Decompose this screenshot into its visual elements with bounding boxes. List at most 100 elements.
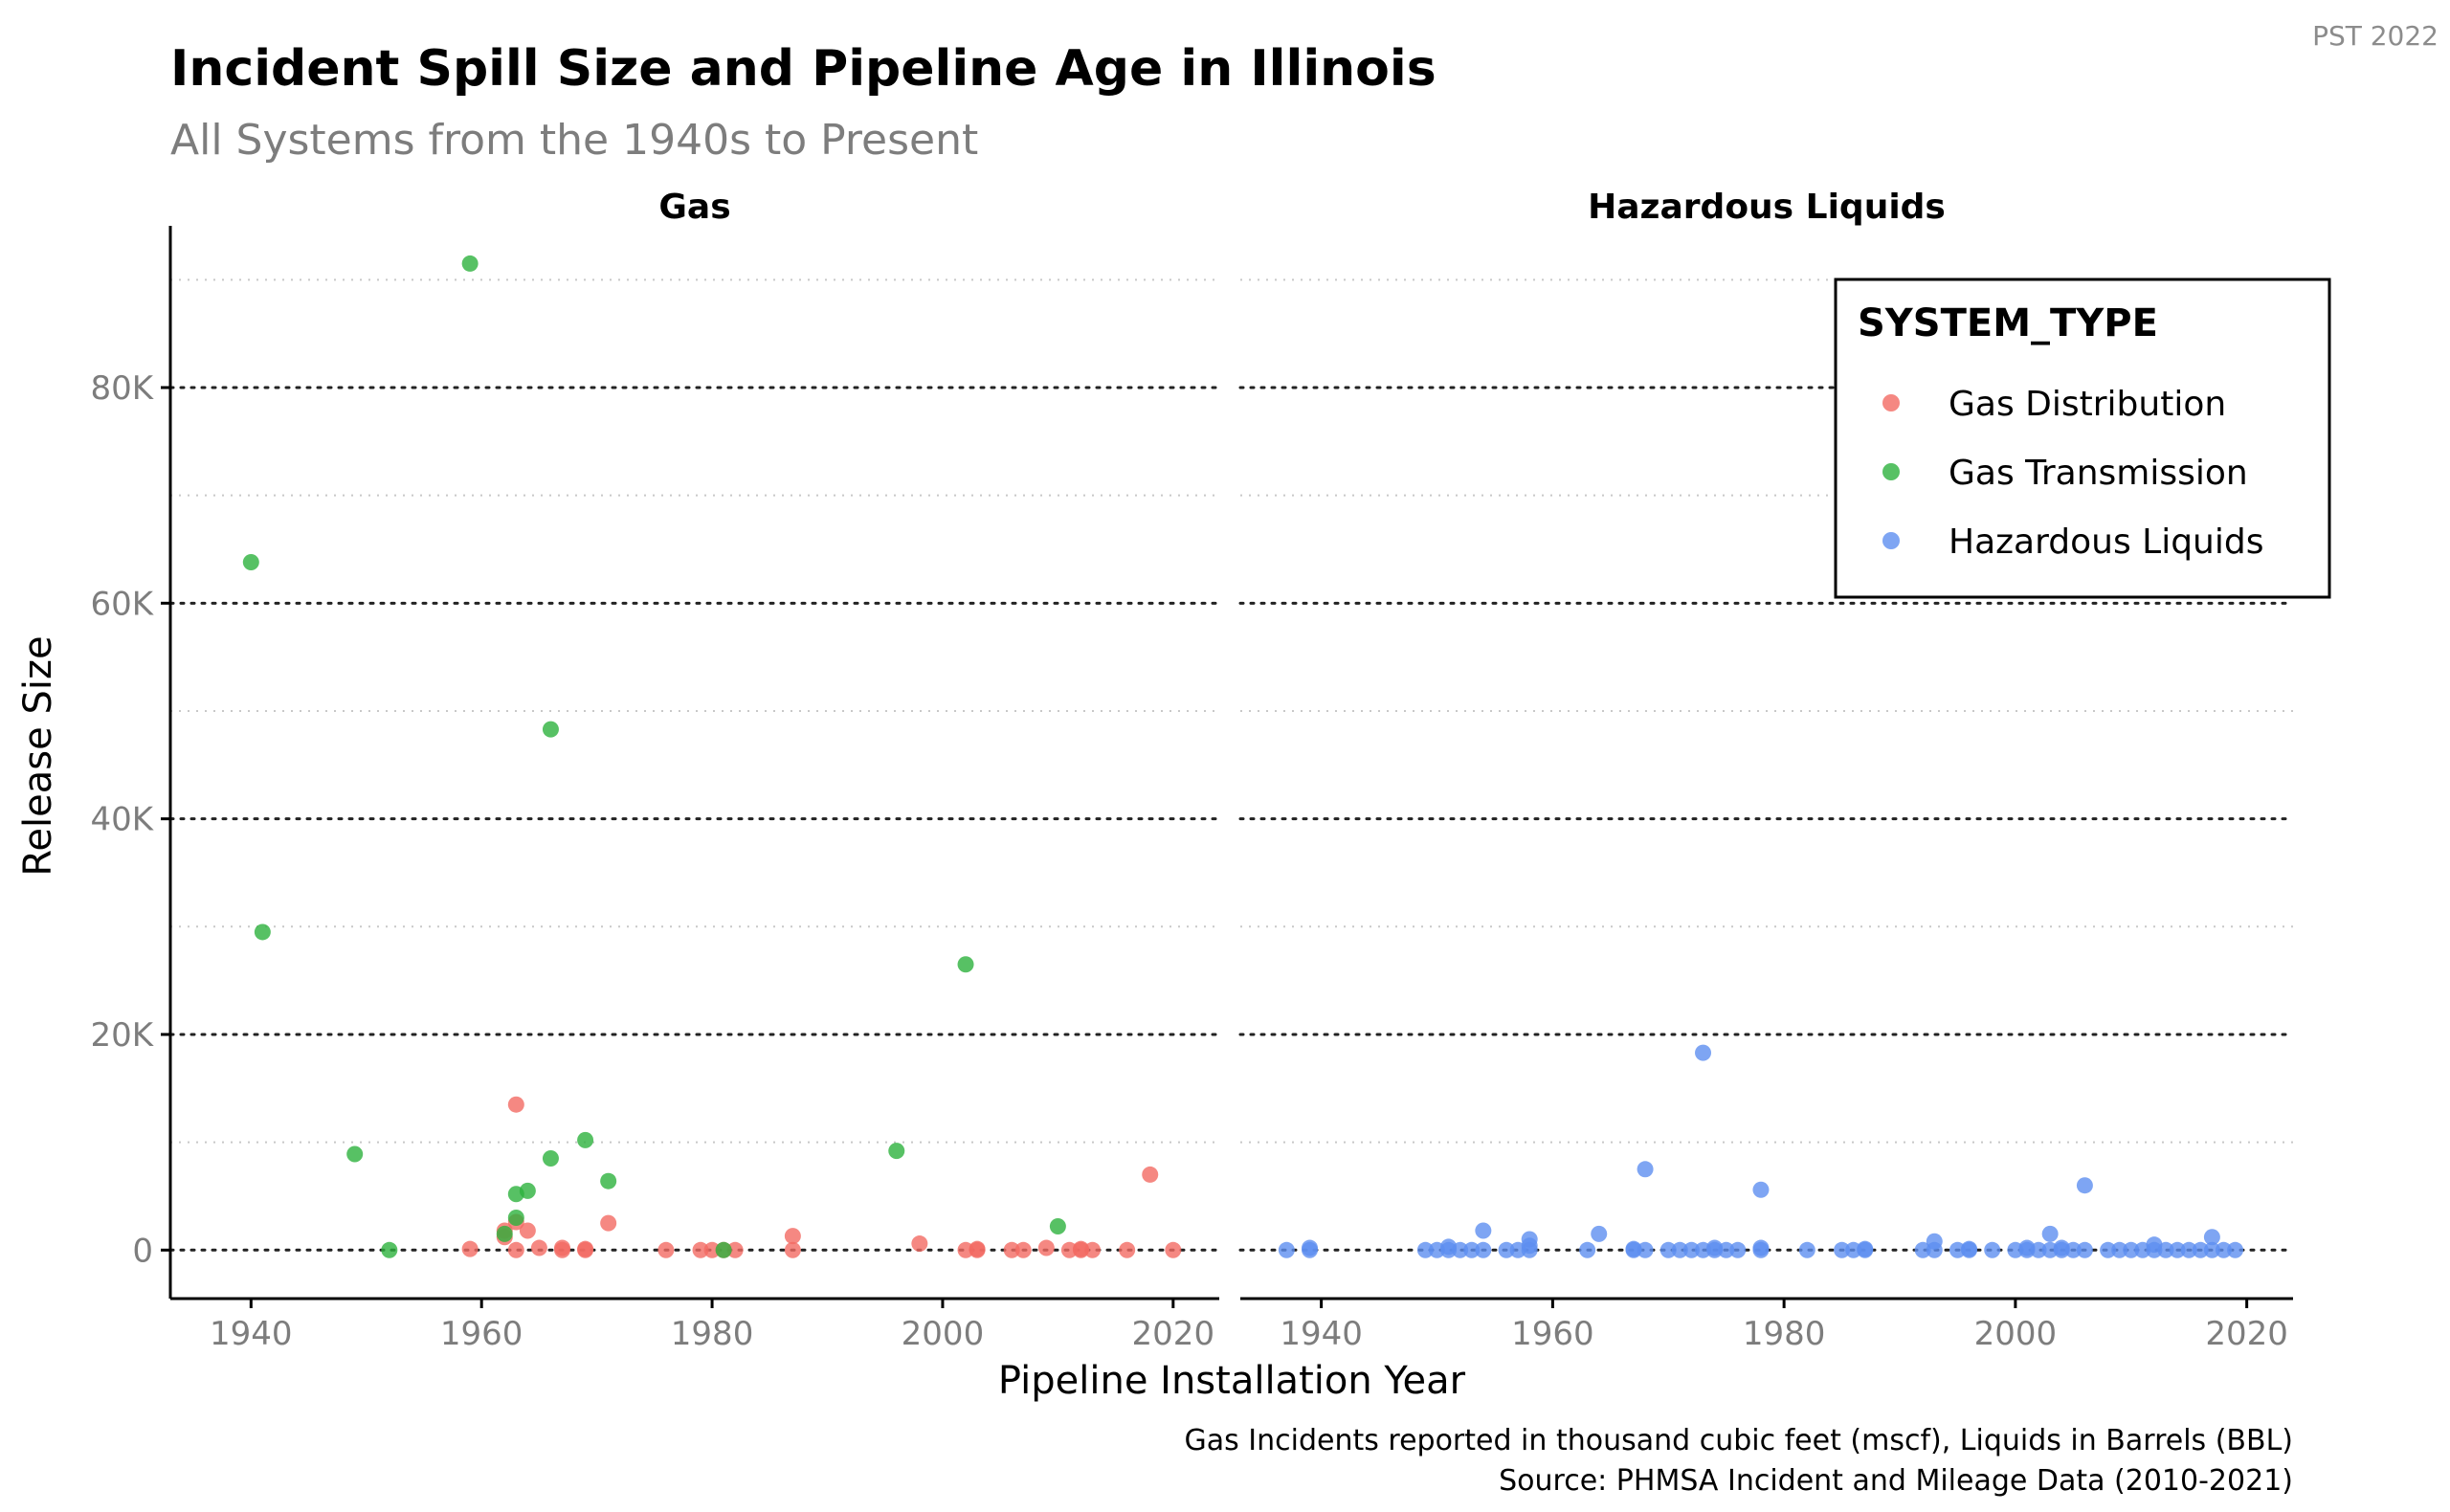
data-point bbox=[600, 1214, 617, 1232]
data-point bbox=[1119, 1241, 1136, 1258]
data-point bbox=[2076, 1177, 2093, 1194]
data-point bbox=[2180, 1241, 2197, 1258]
data-point bbox=[1416, 1241, 1434, 1258]
data-point bbox=[1914, 1241, 1931, 1258]
data-point bbox=[1142, 1166, 1159, 1183]
legend-label: Gas Transmission bbox=[1949, 454, 2248, 493]
data-point bbox=[784, 1241, 801, 1258]
x-tick-label: 1940 bbox=[210, 1315, 293, 1353]
x-tick-label: 1960 bbox=[440, 1315, 523, 1353]
facet-panel-2: Hazardous Liquids 1940 1960 1980 2000 2020 bbox=[1238, 188, 2295, 1353]
data-point bbox=[461, 255, 479, 272]
data-point bbox=[1798, 1241, 1815, 1258]
data-point bbox=[726, 1241, 744, 1258]
data-point bbox=[1463, 1241, 1481, 1258]
y-tick-label: 20K bbox=[90, 1016, 154, 1055]
x-tick-label: 2000 bbox=[902, 1315, 985, 1353]
data-point bbox=[957, 956, 974, 973]
data-point bbox=[911, 1235, 928, 1253]
data-point bbox=[519, 1222, 536, 1239]
data-point bbox=[1165, 1241, 1182, 1258]
data-point bbox=[519, 1182, 536, 1199]
x-tick-label: 2020 bbox=[1132, 1315, 1215, 1353]
data-point bbox=[507, 1210, 524, 1227]
data-point bbox=[1752, 1181, 1770, 1198]
data-point bbox=[2076, 1241, 2093, 1258]
series-gas-transmission bbox=[242, 255, 1066, 1258]
data-point bbox=[1671, 1241, 1688, 1258]
data-point bbox=[346, 1145, 364, 1163]
facet-panel-1: Gas 0 20K 40K 60K 80K 1940 1960 1980 2000 2020 bbox=[90, 188, 1221, 1353]
data-point bbox=[1591, 1225, 1608, 1242]
y-tick-label: 80K bbox=[90, 369, 154, 408]
data-point bbox=[1718, 1241, 1735, 1258]
data-point bbox=[1014, 1241, 1032, 1258]
facet-label: Gas bbox=[658, 188, 730, 227]
y-tick-label: 40K bbox=[90, 801, 154, 839]
data-point bbox=[507, 1096, 524, 1113]
data-point bbox=[530, 1239, 547, 1256]
data-point bbox=[1475, 1222, 1492, 1239]
caption-line-2: Source: PHMSA Incident and Mileage Data … bbox=[1499, 1464, 2293, 1498]
data-point bbox=[1003, 1241, 1020, 1258]
chart-title: Incident Spill Size and Pipeline Age in … bbox=[170, 40, 1437, 98]
legend-label: Hazardous Liquids bbox=[1949, 523, 2263, 562]
data-point bbox=[703, 1241, 721, 1258]
data-point bbox=[577, 1131, 594, 1148]
data-point bbox=[1729, 1241, 1747, 1258]
data-point bbox=[1475, 1241, 1492, 1258]
data-point bbox=[1521, 1231, 1538, 1248]
data-point bbox=[1659, 1241, 1677, 1258]
x-tick-label: 1980 bbox=[1743, 1315, 1826, 1353]
data-point bbox=[2203, 1241, 2220, 1258]
data-point bbox=[1961, 1240, 1978, 1257]
data-point bbox=[2227, 1241, 2244, 1258]
x-tick-label: 2020 bbox=[2205, 1315, 2288, 1353]
data-point bbox=[461, 1240, 479, 1257]
legend-label: Gas Distribution bbox=[1949, 385, 2226, 424]
data-point bbox=[2169, 1241, 2186, 1258]
data-point bbox=[715, 1241, 732, 1258]
caption-line-1: Gas Incidents reported in thousand cubic… bbox=[1184, 1424, 2293, 1457]
data-point bbox=[1278, 1241, 1295, 1258]
data-point bbox=[2041, 1225, 2059, 1242]
data-point bbox=[1084, 1241, 1102, 1258]
x-axis-title: Pipeline Installation Year bbox=[998, 1359, 1466, 1403]
data-point bbox=[507, 1241, 524, 1258]
x-tick-label: 1980 bbox=[671, 1315, 754, 1353]
data-point bbox=[1302, 1239, 1319, 1256]
data-point bbox=[784, 1228, 801, 1245]
data-point bbox=[1682, 1241, 1700, 1258]
data-point bbox=[553, 1239, 570, 1256]
data-point bbox=[2064, 1241, 2082, 1258]
legend-title: SYSTEM_TYPE bbox=[1858, 301, 2158, 345]
data-point bbox=[1452, 1241, 1469, 1258]
y-tick-label: 60K bbox=[90, 585, 154, 623]
data-point bbox=[1037, 1239, 1055, 1256]
facet-label: Hazardous Liquids bbox=[1588, 188, 1946, 227]
x-tick-label: 1940 bbox=[1280, 1315, 1363, 1353]
data-point bbox=[496, 1225, 513, 1242]
data-point bbox=[1752, 1239, 1770, 1256]
data-point bbox=[1984, 1241, 2001, 1258]
data-point bbox=[1926, 1233, 1943, 1250]
data-point bbox=[2123, 1241, 2140, 1258]
data-point bbox=[577, 1240, 594, 1257]
legend-marker bbox=[1882, 394, 1900, 411]
x-tick-label: 2000 bbox=[1974, 1315, 2058, 1353]
data-point bbox=[542, 1150, 559, 1167]
data-point bbox=[1857, 1240, 1874, 1257]
chart-subtitle: All Systems from the 1940s to Present bbox=[170, 116, 978, 165]
data-point bbox=[692, 1241, 709, 1258]
data-point bbox=[1498, 1241, 1515, 1258]
legend-marker bbox=[1882, 463, 1900, 480]
data-point bbox=[969, 1240, 986, 1257]
data-point bbox=[542, 721, 559, 738]
data-point bbox=[2111, 1241, 2128, 1258]
data-point bbox=[600, 1172, 617, 1190]
data-point bbox=[1637, 1241, 1654, 1258]
data-point bbox=[254, 923, 271, 941]
data-point bbox=[381, 1241, 398, 1258]
